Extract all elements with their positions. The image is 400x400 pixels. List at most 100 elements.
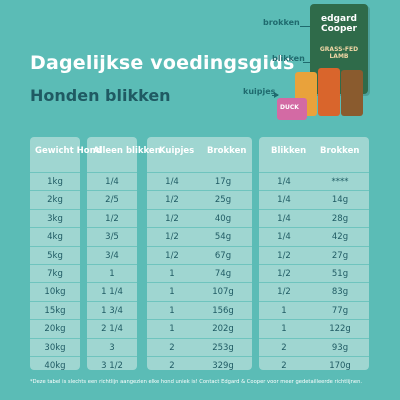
row-divider <box>259 319 369 321</box>
cell-weight: 20kg <box>44 324 66 335</box>
row-divider <box>147 190 252 192</box>
page-subtitle: Honden blikken <box>30 86 171 105</box>
cell-kibble-cans: 122g <box>329 324 351 335</box>
cell-cans: 1/2 <box>277 287 291 298</box>
tub-image: DUCK <box>277 98 307 120</box>
row-divider <box>259 282 369 284</box>
cell-cans-only: 1 <box>109 269 115 279</box>
panel-weight <box>30 137 80 370</box>
row-divider <box>87 190 137 192</box>
row-divider <box>87 172 137 173</box>
cell-kibble-tubs: 156g <box>212 305 234 316</box>
can-image <box>341 70 363 116</box>
panel-cans-only <box>87 137 137 370</box>
row-divider <box>87 319 137 321</box>
row-divider <box>147 245 252 247</box>
cell-kibble-tubs: 67g <box>214 250 232 261</box>
row-divider <box>259 245 369 247</box>
row-divider <box>259 300 369 302</box>
row-divider <box>30 356 80 357</box>
arrow-kuipjes-icon <box>272 92 279 98</box>
cell-weight: 40kg <box>44 361 66 371</box>
row-divider <box>30 282 80 284</box>
cell-kibble-tubs: 74g <box>214 269 232 279</box>
cell-kibble-tubs: 107g <box>212 287 234 298</box>
cell-kibble-tubs: 54g <box>214 232 232 243</box>
row-divider <box>87 337 137 339</box>
row-divider <box>30 190 80 192</box>
cell-cans: 1/4 <box>277 177 291 187</box>
row-divider <box>87 227 137 229</box>
row-divider <box>30 172 80 173</box>
row-divider <box>30 264 80 265</box>
cell-cans-only: 1 3/4 <box>101 305 123 316</box>
row-divider <box>259 337 369 339</box>
cell-cans: 1/4 <box>277 195 291 206</box>
row-divider <box>147 172 252 173</box>
cell-kibble-tubs: 17g <box>214 177 232 187</box>
cell-cans: 2 <box>281 361 287 371</box>
header-weight: Gewicht Hond <box>35 146 102 156</box>
row-divider <box>30 208 80 210</box>
row-divider <box>30 227 80 229</box>
row-divider <box>259 190 369 192</box>
row-divider <box>30 337 80 339</box>
row-divider <box>259 227 369 229</box>
row-divider <box>147 337 252 339</box>
cell-kibble-cans: **** <box>331 177 349 187</box>
cell-cans: 2 <box>281 342 287 353</box>
row-divider <box>259 356 369 357</box>
header-cans: Blikken <box>271 146 307 156</box>
cell-cans-only: 1 1/4 <box>101 287 123 298</box>
header-tubs: Kuipjes <box>159 146 195 156</box>
cell-tubs: 1 <box>169 305 175 316</box>
cell-kibble-cans: 28g <box>331 213 349 224</box>
cell-cans-only: 1/2 <box>105 213 119 224</box>
row-divider <box>147 282 252 284</box>
cell-kibble-tubs: 329g <box>212 361 234 371</box>
cell-tubs: 1/2 <box>165 232 179 243</box>
cell-cans: 1/4 <box>277 213 291 224</box>
cell-tubs: 2 <box>169 361 175 371</box>
cell-cans: 1/2 <box>277 250 291 261</box>
cell-tubs: 1 <box>169 287 175 298</box>
cell-kibble-tubs: 25g <box>214 195 232 206</box>
footnote: *Deze tabel is slechts een richtlijn aan… <box>30 379 363 385</box>
cell-tubs: 1 <box>169 269 175 279</box>
cell-cans-only: 2/5 <box>105 195 119 206</box>
cell-kibble-cans: 170g <box>329 361 351 371</box>
cell-kibble-cans: 27g <box>331 250 349 261</box>
cell-kibble-tubs: 202g <box>212 324 234 335</box>
panel-cans-kibble <box>259 137 369 370</box>
row-divider <box>147 319 252 321</box>
cell-cans-only: 3 <box>109 342 115 353</box>
cell-weight: 3kg <box>47 213 63 224</box>
row-divider <box>147 300 252 302</box>
bag-flavour-label: GRASS-FED LAMB <box>319 46 359 60</box>
row-divider <box>147 227 252 229</box>
row-divider <box>259 208 369 210</box>
cell-kibble-cans: 93g <box>331 342 349 353</box>
cell-weight: 30kg <box>44 342 66 353</box>
cell-weight: 4kg <box>47 232 63 243</box>
cell-cans-only: 3/4 <box>105 250 119 261</box>
row-divider <box>147 208 252 210</box>
row-divider <box>259 172 369 173</box>
panel-tubs-kibble <box>147 137 252 370</box>
page-title: Dagelijkse voedingsgids <box>30 52 295 74</box>
header-kibble-with-tubs: Brokken <box>207 146 247 156</box>
cell-cans: 1/2 <box>277 269 291 279</box>
cell-kibble-cans: 42g <box>331 232 349 243</box>
tag-brokken: brokken <box>263 18 300 27</box>
bag-brand-logo: edgard Cooper <box>321 14 357 34</box>
row-divider <box>87 282 137 284</box>
cell-kibble-tubs: 40g <box>214 213 232 224</box>
cell-cans-only: 3 1/2 <box>101 361 123 371</box>
cell-cans-only: 2 1/4 <box>101 324 123 335</box>
cell-tubs: 1 <box>169 324 175 335</box>
cell-tubs: 1/2 <box>165 213 179 224</box>
tag-blikken: blikken <box>272 54 305 63</box>
tub-label: DUCK <box>280 104 299 111</box>
cell-tubs: 1/4 <box>165 177 179 187</box>
row-divider <box>147 356 252 357</box>
